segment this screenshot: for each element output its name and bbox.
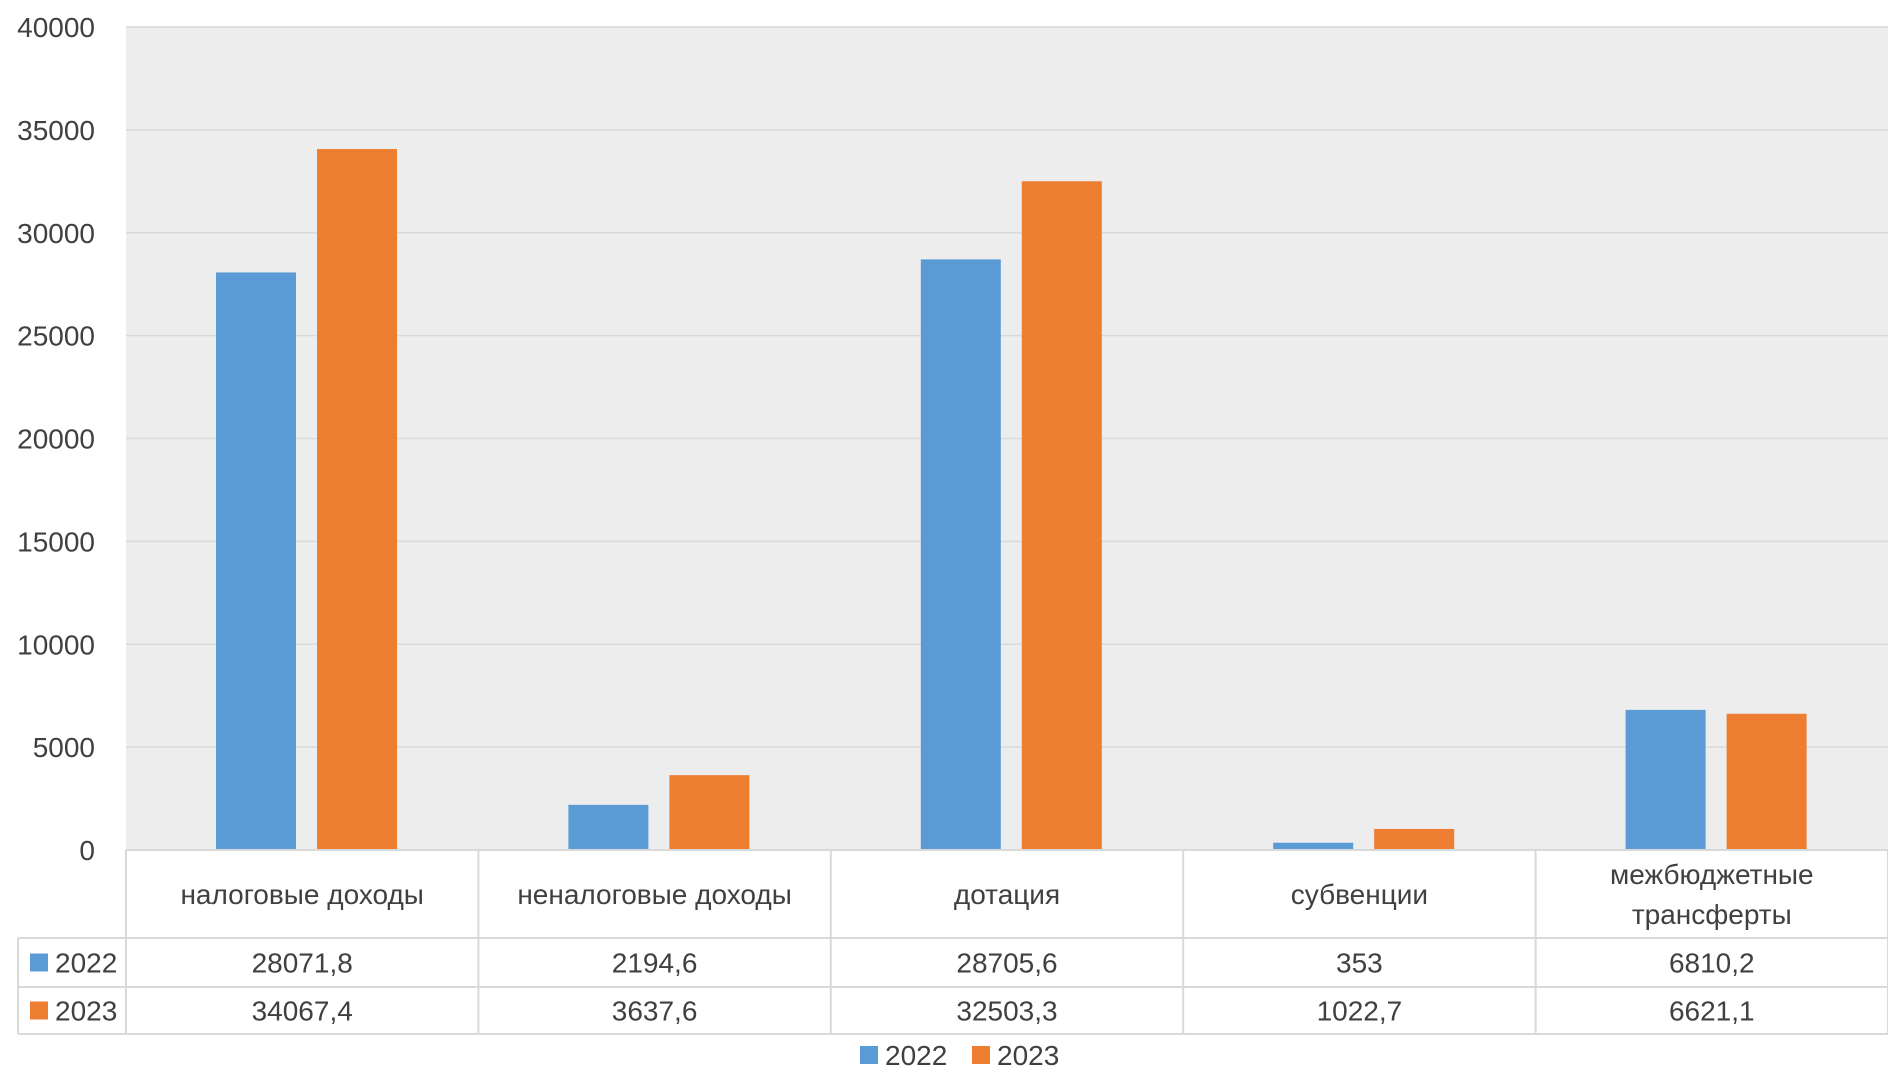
y-tick-label: 0 xyxy=(79,835,95,866)
y-tick-label: 20000 xyxy=(17,424,95,455)
category-label: трансферты xyxy=(1632,899,1792,930)
legend-label: 2022 xyxy=(885,1040,947,1068)
bar-2023-0 xyxy=(317,149,397,851)
data-value-label: 32503,3 xyxy=(956,996,1057,1027)
legend-label: 2023 xyxy=(997,1040,1059,1068)
y-tick-label: 40000 xyxy=(17,12,95,43)
bar-2022-2 xyxy=(920,259,1001,850)
bar-2022-1 xyxy=(568,804,649,850)
data-value-label: 28705,6 xyxy=(956,948,1057,979)
y-tick-label: 30000 xyxy=(17,218,95,249)
category-label: субвенции xyxy=(1291,879,1428,910)
y-tick-label: 35000 xyxy=(17,115,95,146)
data-value-label: 6810,2 xyxy=(1669,948,1755,979)
bar-2023-4 xyxy=(1726,713,1807,850)
bar-2022-4 xyxy=(1625,709,1706,850)
data-value-label: 6621,1 xyxy=(1669,996,1755,1027)
data-value-label: 353 xyxy=(1336,948,1383,979)
y-tick-label: 5000 xyxy=(33,732,95,763)
bar-2023-2 xyxy=(1021,181,1102,850)
data-value-label: 28071,8 xyxy=(252,948,353,979)
table-legend-key-2022 xyxy=(30,953,48,972)
legend-key-2022 xyxy=(860,1046,878,1064)
bar-2023-3 xyxy=(1374,828,1455,850)
legend-key-2023 xyxy=(972,1046,990,1064)
table-series-name: 2022 xyxy=(55,948,117,979)
y-tick-label: 10000 xyxy=(17,629,95,660)
category-label: налоговые доходы xyxy=(180,879,423,910)
table-legend-key-2023 xyxy=(30,1001,48,1020)
category-label: дотация xyxy=(954,879,1060,910)
table-series-name: 2023 xyxy=(55,996,117,1027)
bar-2022-0 xyxy=(216,272,296,850)
y-tick-label: 25000 xyxy=(17,321,95,352)
category-label: межбюджетные xyxy=(1610,859,1814,890)
data-value-label: 3637,6 xyxy=(612,996,698,1027)
data-value-label: 1022,7 xyxy=(1317,996,1403,1027)
y-tick-label: 15000 xyxy=(17,526,95,557)
data-value-label: 2194,6 xyxy=(612,948,698,979)
category-label: неналоговые доходы xyxy=(517,879,792,910)
bar-2023-1 xyxy=(669,775,750,850)
data-value-label: 34067,4 xyxy=(252,996,353,1027)
bar-2022-3 xyxy=(1273,842,1354,850)
